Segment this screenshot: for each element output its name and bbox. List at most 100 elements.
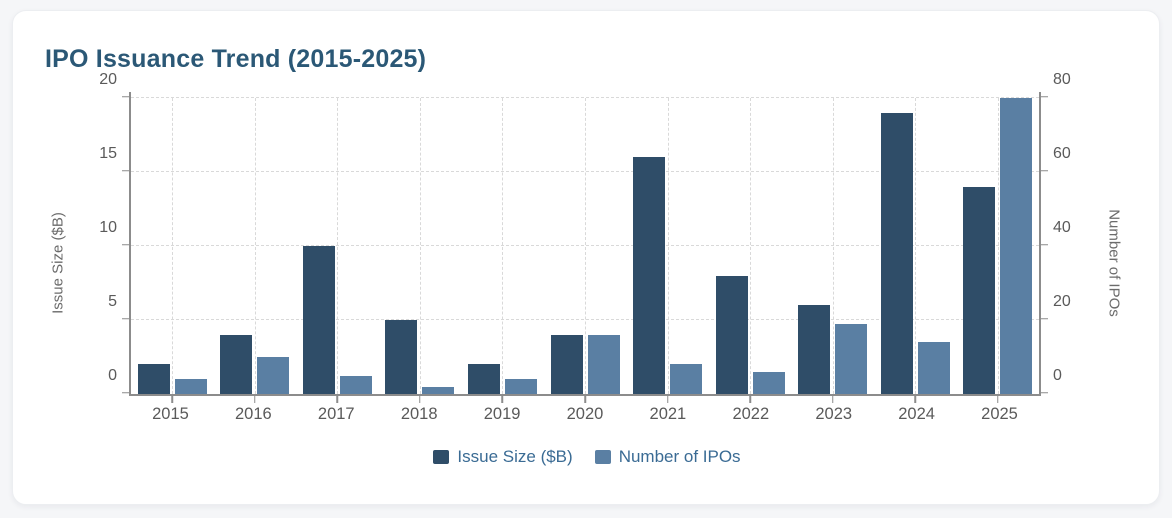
- tick-mark-x-2019: [501, 396, 504, 403]
- y-axis-title-left: Issue Size ($B): [45, 98, 71, 427]
- y-tick-label-left-0: 0: [108, 367, 117, 384]
- axis-stub-right: [1039, 92, 1041, 98]
- tick-mark-left-15: [122, 169, 129, 172]
- legend-swatch-icon: [433, 450, 450, 464]
- y-tick-label-right-60: 60: [1053, 145, 1071, 162]
- x-axis-labels: 2015 2016 2017 2018 2019 2020 2021 2022 2023 2024…: [129, 405, 1041, 427]
- x-tick-label-2022: 2022: [732, 405, 770, 423]
- bar-group-2016: [214, 98, 297, 394]
- gridline-v-2015: [172, 98, 174, 394]
- bar-number-of-ipos-2015[interactable]: [174, 379, 207, 394]
- bar-issue-size-b-2019[interactable]: [467, 364, 500, 394]
- gridline-v-2019: [502, 98, 504, 394]
- bar-group-2020: [544, 98, 627, 394]
- y-tick-label-right-80: 80: [1053, 71, 1071, 88]
- bar-number-of-ipos-2016[interactable]: [257, 357, 290, 394]
- gridline-h-20: [131, 97, 1039, 98]
- plot-area: [122, 92, 1048, 403]
- y-axis-ticks-right: 0 20 40 60 80: [1041, 71, 1099, 394]
- bar-number-of-ipos-2018[interactable]: [422, 386, 455, 394]
- bar-number-of-ipos-2021[interactable]: [670, 364, 703, 394]
- legend-swatch-icon: [594, 450, 611, 464]
- bar-number-of-ipos-2025[interactable]: [1000, 98, 1033, 394]
- bar-issue-size-b-2021[interactable]: [633, 157, 666, 394]
- tick-mark-x-2015: [171, 396, 174, 403]
- y-axis-ticks-left: 0 5 10 15 20: [71, 71, 129, 394]
- tick-mark-x-2018: [419, 396, 421, 403]
- bar-issue-size-b-2015[interactable]: [137, 364, 170, 394]
- bar-group-2021: [626, 98, 709, 394]
- tick-mark-left-5: [122, 317, 129, 320]
- bar-groups: [131, 98, 1039, 394]
- bar-issue-size-b-2022[interactable]: [715, 275, 748, 394]
- tick-mark-left-0: [122, 391, 129, 394]
- bar-number-of-ipos-2020[interactable]: [587, 334, 620, 394]
- bar-group-2019: [461, 98, 544, 394]
- x-tick-label-2018: 2018: [400, 405, 438, 423]
- y-tick-label-right-0: 0: [1053, 367, 1062, 384]
- y-tick-label-right-20: 20: [1053, 293, 1071, 310]
- bar-issue-size-b-2024[interactable]: [880, 112, 913, 394]
- x-tick-label-2023: 2023: [815, 405, 853, 423]
- bar-group-2025: [956, 98, 1039, 394]
- x-tick-label-2017: 2017: [317, 405, 355, 423]
- bar-number-of-ipos-2019[interactable]: [504, 379, 537, 394]
- tick-mark-x-2023: [831, 396, 834, 403]
- plot-wrap: 2015 2016 2017 2018 2019 2020 2021 2022 2023 2024…: [122, 92, 1048, 427]
- axis-stub-left: [129, 92, 131, 98]
- tick-mark-right-20: [1041, 317, 1048, 320]
- tick-mark-x-2017: [336, 396, 339, 403]
- x-tick-label-2019: 2019: [483, 405, 521, 423]
- bar-issue-size-b-2016[interactable]: [220, 334, 253, 394]
- page-title: IPO Issuance Trend (2015-2025): [45, 45, 427, 73]
- x-tick-label-2015: 2015: [152, 405, 189, 423]
- bar-issue-size-b-2018[interactable]: [385, 320, 418, 394]
- gridline-v-2020: [585, 98, 586, 394]
- tick-mark-left-10: [122, 243, 129, 246]
- y-tick-label-left-5: 5: [108, 293, 117, 310]
- y-axis-title-left-text: Issue Size ($B): [49, 211, 67, 314]
- bar-issue-size-b-2025[interactable]: [963, 186, 996, 394]
- y-tick-label-left-15: 15: [99, 145, 117, 162]
- y-axis-title-right: Number of IPOs: [1099, 98, 1129, 427]
- bar-number-of-ipos-2022[interactable]: [752, 371, 785, 394]
- y-axis-title-right-text: Number of IPOs: [1105, 208, 1123, 317]
- gridline-v-2025: [997, 98, 999, 394]
- bar-issue-size-b-2020[interactable]: [550, 334, 583, 394]
- gridline-v-2022: [750, 98, 752, 394]
- bar-group-2024: [874, 98, 957, 394]
- bar-number-of-ipos-2023[interactable]: [835, 323, 868, 394]
- gridline-v-2024: [915, 98, 917, 394]
- x-tick-label-2024: 2024: [898, 405, 935, 423]
- x-tick-label-2020: 2020: [566, 405, 604, 423]
- bar-issue-size-b-2017[interactable]: [302, 246, 335, 394]
- tick-mark-right-80: [1041, 95, 1048, 98]
- tick-mark-x-2020: [584, 396, 586, 403]
- tick-mark-right-40: [1041, 243, 1048, 246]
- legend-label: Issue Size ($B): [457, 447, 573, 466]
- y-tick-label-right-40: 40: [1053, 219, 1071, 236]
- bar-number-of-ipos-2024[interactable]: [917, 342, 950, 394]
- chart-card: IPO Issuance Trend (2015-2025) Issue Siz…: [12, 10, 1160, 505]
- gridline-v-2016: [254, 98, 256, 394]
- legend-item-issue-size-b[interactable]: Issue Size ($B): [433, 447, 573, 467]
- bar-group-2022: [709, 98, 792, 394]
- x-tick-label-2021: 2021: [649, 405, 687, 423]
- tick-mark-x-2024: [914, 396, 916, 403]
- gridline-v-2023: [832, 98, 834, 394]
- legend-item-number-of-ipos[interactable]: Number of IPOs: [594, 447, 741, 467]
- legend: Issue Size ($B) Number of IPOs: [45, 445, 1129, 469]
- tick-mark-x-2022: [749, 396, 751, 403]
- tick-mark-x-2016: [254, 396, 256, 403]
- bar-group-2017: [296, 98, 379, 394]
- tick-mark-x-2021: [666, 396, 669, 403]
- gridline-v-2021: [667, 98, 669, 394]
- bar-issue-size-b-2023[interactable]: [798, 305, 831, 394]
- tick-mark-left-20: [122, 95, 129, 98]
- tick-mark-right-60: [1041, 169, 1048, 172]
- tick-mark-right-0: [1041, 391, 1048, 394]
- bar-group-2023: [791, 98, 874, 394]
- bar-number-of-ipos-2017[interactable]: [339, 375, 372, 394]
- tick-mark-x-2025: [996, 396, 999, 403]
